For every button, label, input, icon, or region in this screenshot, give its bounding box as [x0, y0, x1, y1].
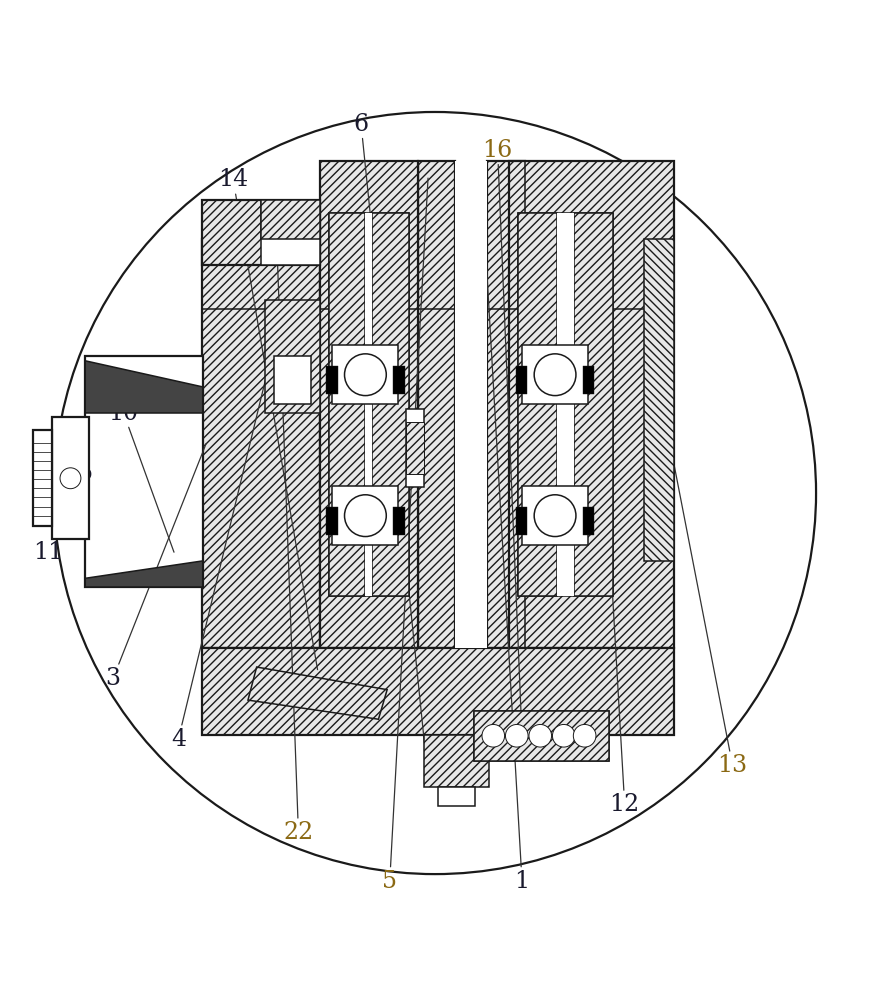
Circle shape — [505, 724, 527, 747]
Bar — [474, 711, 608, 761]
Bar — [320, 161, 417, 648]
Bar — [643, 239, 673, 561]
Circle shape — [528, 724, 551, 747]
Bar — [454, 161, 487, 648]
Text: 3: 3 — [105, 443, 206, 690]
Bar — [85, 356, 202, 587]
Circle shape — [344, 354, 386, 396]
Bar — [372, 213, 408, 596]
Polygon shape — [85, 561, 202, 587]
Circle shape — [573, 724, 595, 747]
Bar — [474, 711, 608, 761]
Bar — [517, 213, 556, 596]
Text: 15: 15 — [63, 462, 93, 500]
Bar — [202, 200, 320, 265]
Bar — [52, 417, 89, 539]
Bar — [328, 213, 408, 596]
Bar — [417, 161, 454, 648]
Text: 10: 10 — [109, 401, 174, 552]
Circle shape — [534, 495, 575, 537]
Text: 12: 12 — [600, 383, 639, 816]
Bar — [328, 213, 365, 596]
Bar — [406, 422, 423, 474]
Bar — [274, 356, 311, 404]
Bar — [521, 486, 587, 545]
Bar — [582, 507, 594, 535]
Bar — [261, 200, 320, 239]
Circle shape — [481, 724, 504, 747]
Bar — [423, 735, 488, 787]
Circle shape — [60, 468, 81, 489]
Bar — [508, 161, 673, 648]
Circle shape — [54, 112, 815, 874]
Bar — [406, 409, 423, 487]
Bar — [521, 345, 587, 404]
Bar — [332, 486, 398, 545]
Bar — [202, 648, 673, 735]
Bar — [393, 366, 404, 394]
Bar — [437, 787, 474, 806]
Bar — [33, 430, 52, 526]
Bar — [574, 213, 613, 596]
Polygon shape — [85, 361, 202, 413]
Bar — [332, 345, 398, 404]
Polygon shape — [248, 667, 387, 719]
Text: 14: 14 — [218, 168, 317, 670]
Bar — [265, 300, 320, 413]
Text: 22: 22 — [276, 239, 313, 844]
Text: 5: 5 — [381, 178, 428, 893]
Bar — [326, 507, 337, 535]
Circle shape — [534, 354, 575, 396]
Bar — [393, 507, 404, 535]
Circle shape — [552, 724, 574, 747]
Text: 6: 6 — [353, 113, 428, 778]
Text: 4: 4 — [170, 369, 268, 751]
Text: 11: 11 — [33, 470, 76, 564]
Bar — [582, 366, 594, 394]
Circle shape — [344, 495, 386, 537]
Bar — [515, 366, 527, 394]
Bar — [326, 366, 337, 394]
Bar — [556, 213, 574, 596]
Bar — [365, 213, 372, 596]
Bar — [202, 239, 320, 648]
Text: 13: 13 — [671, 452, 746, 777]
Bar — [517, 213, 613, 596]
Bar — [515, 507, 527, 535]
Text: 16: 16 — [482, 139, 521, 737]
Bar — [487, 161, 524, 648]
Text: 1: 1 — [485, 248, 529, 893]
Bar — [261, 200, 320, 265]
